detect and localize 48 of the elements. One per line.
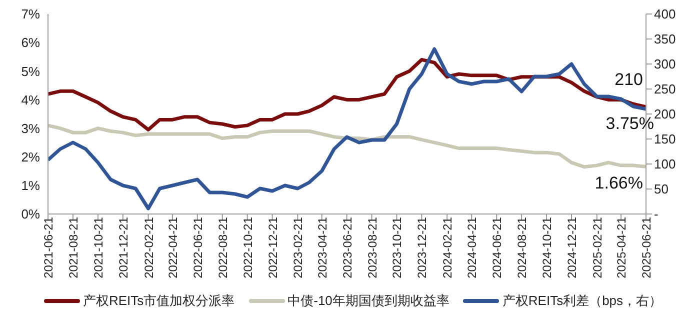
x-tick-label: 2021-06-21 (42, 216, 56, 278)
annotation: 3.75% (606, 114, 654, 133)
x-tick-label: 2023-10-21 (390, 216, 404, 278)
y-tick-label: 3% (21, 120, 40, 136)
x-tick-label: 2024-08-21 (515, 216, 530, 278)
x-tick-label: 2023-06-21 (340, 216, 354, 278)
y-tick-label: 7% (21, 6, 40, 22)
y2-tick-label: - (654, 206, 658, 222)
x-tick-label: 2022-12-21 (266, 216, 280, 278)
x-tick-label: 2024-06-21 (490, 216, 504, 278)
legend-label: 产权REITs利差（bps，右） (502, 292, 662, 310)
x-tick-label: 2024-10-21 (540, 216, 554, 278)
y2-tick-label: 150 (654, 132, 676, 147)
y2-tick-label: 200 (654, 106, 676, 122)
x-tick-label: 2023-02-21 (291, 216, 306, 278)
x-tick-label: 2024-04-21 (465, 216, 480, 278)
x-tick-label: 2021-10-21 (91, 216, 106, 278)
y2-tick-label: 400 (654, 6, 676, 22)
legend-label: 中债-10年期国债到期收益率 (288, 292, 450, 310)
y-tick-label: 0% (21, 206, 40, 222)
y2-tick-label: 300 (654, 56, 676, 72)
x-tick-label: 2023-08-21 (365, 216, 380, 278)
x-tick-label: 2022-02-21 (142, 216, 156, 278)
y2-tick-label: 50 (654, 182, 668, 197)
y-tick-label: 6% (21, 35, 40, 50)
y2-tick-label: 250 (654, 82, 676, 97)
x-tick-label: 2022-10-21 (240, 216, 255, 278)
y-tick-label: 2% (21, 149, 40, 164)
x-tick-label: 2022-06-21 (190, 216, 205, 278)
annotation: 210 (614, 70, 643, 89)
x-tick-label: 2023-04-21 (315, 216, 330, 278)
x-tick-label: 2021-12-21 (116, 216, 130, 278)
y2-tick-label: 100 (654, 156, 676, 172)
y-tick-label: 4% (21, 92, 40, 108)
x-tick-label: 2022-08-21 (216, 216, 230, 278)
x-tick-label: 2025-02-21 (590, 216, 604, 278)
annotation: 1.66% (594, 174, 643, 193)
x-tick-label: 2021-08-21 (66, 216, 80, 278)
x-tick-label: 2025-04-21 (614, 216, 629, 278)
legend-label: 产权REITs市值加权分派率 (82, 292, 235, 310)
x-tick-label: 2024-02-21 (440, 216, 455, 278)
x-tick-label: 2025-06-21 (640, 216, 654, 278)
y-tick-label: 5% (21, 64, 40, 79)
x-tick-label: 2024-12-21 (565, 216, 580, 278)
y2-tick-label: 350 (654, 32, 676, 47)
x-tick-label: 2022-04-21 (166, 216, 180, 278)
y-tick-label: 1% (21, 178, 40, 194)
x-tick-label: 2023-12-21 (415, 216, 430, 278)
